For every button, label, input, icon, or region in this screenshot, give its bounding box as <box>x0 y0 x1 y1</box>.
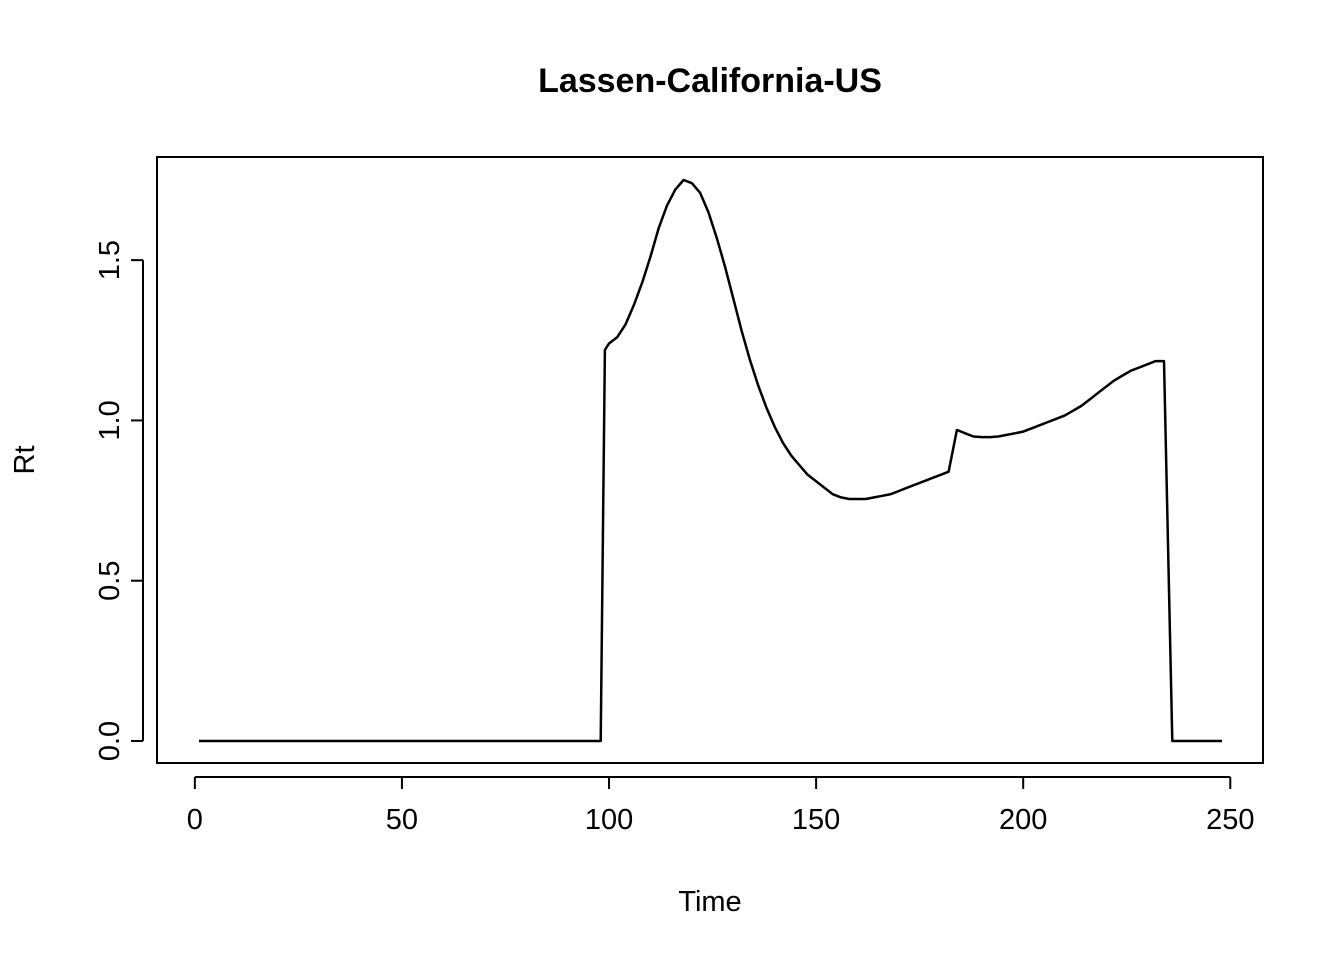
y-axis: 0.0 0.5 1.0 1.5 <box>94 240 144 761</box>
x-axis: 0 50 100 150 200 250 <box>187 776 1254 836</box>
y-tick-label: 1.5 <box>94 240 126 280</box>
y-tick-label: 0.5 <box>94 561 126 601</box>
x-tick-label: 150 <box>792 804 840 836</box>
x-tick-label: 100 <box>585 804 633 836</box>
x-tick-label: 0 <box>187 804 203 836</box>
rt-series-line <box>199 178 1222 743</box>
x-tick-label: 50 <box>386 804 418 836</box>
x-tick-label: 200 <box>999 804 1047 836</box>
chart-title: Lassen-California-US <box>538 62 882 100</box>
x-tick-label: 250 <box>1206 804 1254 836</box>
plot-frame <box>156 156 1264 764</box>
x-axis-label: Time <box>678 886 741 918</box>
y-tick-label: 1.0 <box>94 400 126 440</box>
y-axis-label: Rt <box>9 446 41 475</box>
y-tick-label: 0.0 <box>94 721 126 761</box>
